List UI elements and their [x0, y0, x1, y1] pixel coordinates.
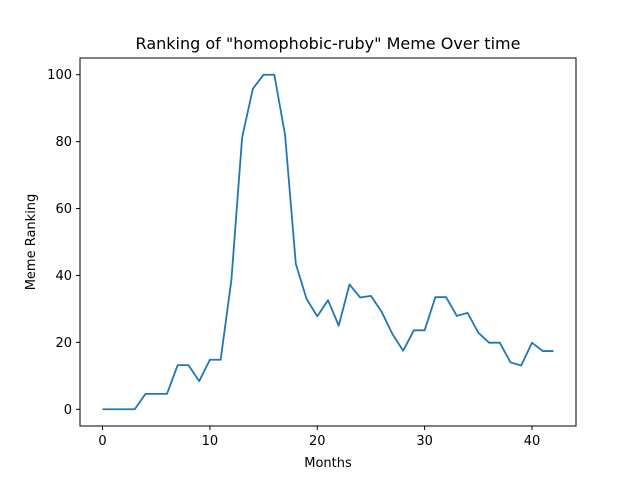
- chart-title: Ranking of "homophobic-ruby" Meme Over t…: [136, 34, 521, 53]
- x-tick-label-10: 10: [202, 434, 219, 449]
- x-tick-label-20: 20: [309, 434, 326, 449]
- plot-area: 0 10 20 30 40 0 20 40 60 80 100: [47, 57, 577, 449]
- x-axis-label: Months: [304, 456, 352, 471]
- y-tick-label-20: 20: [55, 336, 72, 351]
- y-tick-label-60: 60: [55, 202, 72, 217]
- y-tick-label-0: 0: [64, 403, 72, 418]
- y-tick-label-80: 80: [55, 135, 72, 150]
- y-tick-label-100: 100: [47, 68, 72, 83]
- series-line-0: [102, 73, 554, 411]
- x-tick-label-0: 0: [98, 434, 106, 449]
- x-tick-label-40: 40: [524, 434, 541, 449]
- x-tick-label-30: 30: [416, 434, 433, 449]
- y-tick-label-40: 40: [55, 269, 72, 284]
- y-axis-label: Meme Ranking: [24, 194, 39, 291]
- plot-frame: [79, 57, 577, 427]
